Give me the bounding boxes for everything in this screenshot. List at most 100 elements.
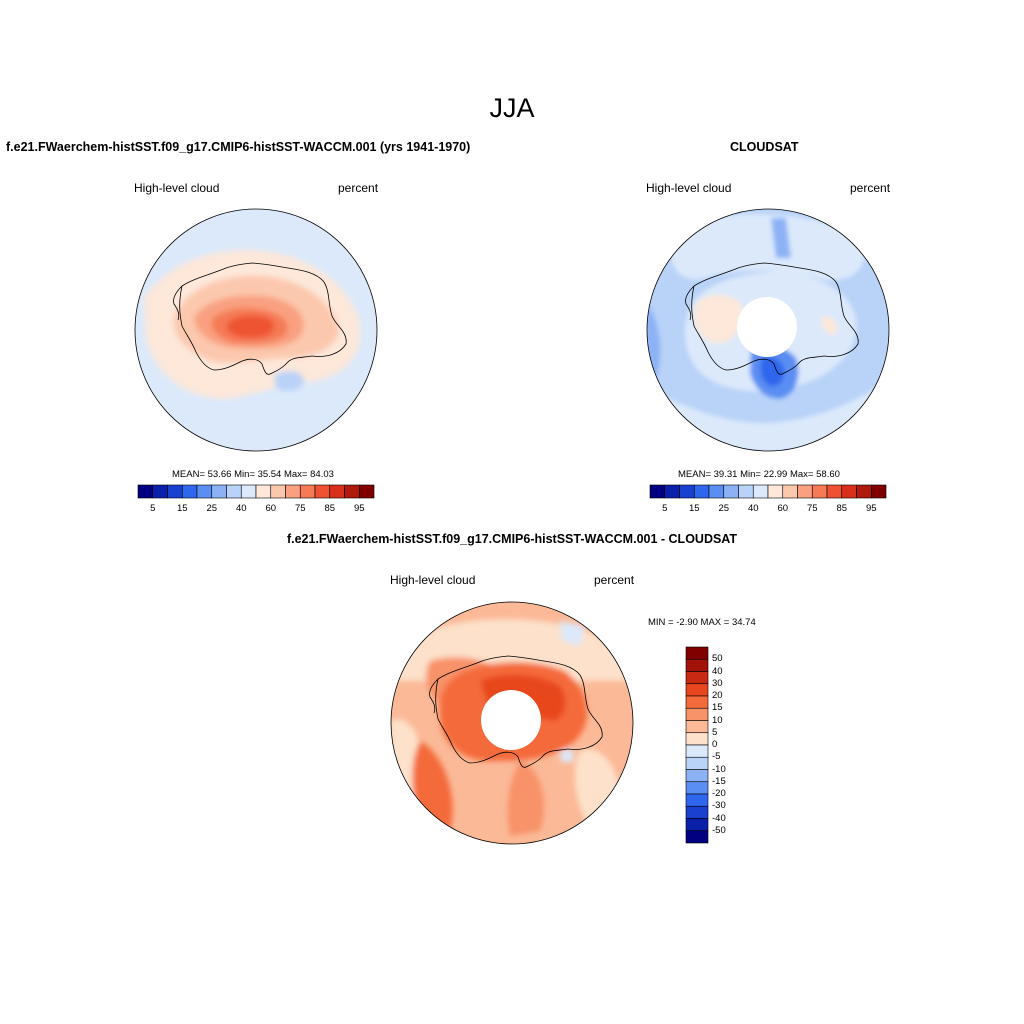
colorbar-swatch xyxy=(685,818,709,832)
obs-min-value: 22.99 xyxy=(763,469,788,480)
diff-map-boundary xyxy=(390,601,634,845)
colorbar-tick-label: 40 xyxy=(747,503,759,514)
colorbar-tick-label: 40 xyxy=(235,503,247,514)
figure-title: JJA xyxy=(489,93,535,123)
colorbar-tick-label: 15 xyxy=(712,702,723,714)
diff-colorbar xyxy=(685,646,709,844)
colorbar-swatch xyxy=(685,732,709,746)
colorbar-swatch xyxy=(685,658,709,672)
colorbar-swatch xyxy=(270,484,286,499)
obs-map-boundary xyxy=(646,208,890,452)
model-variable-label: High-level cloud xyxy=(134,181,220,195)
colorbar-swatch xyxy=(693,484,710,499)
colorbar-tick-label: 0 xyxy=(712,739,718,750)
colorbar-tick-label: 30 xyxy=(712,677,723,689)
colorbar-tick-label: 40 xyxy=(712,665,723,677)
colorbar-tick-label: 75 xyxy=(294,503,306,514)
colorbar-tick-label: 95 xyxy=(353,503,365,514)
obs-colorbar xyxy=(649,484,887,499)
colorbar-swatch xyxy=(167,484,183,499)
obs-mean-label: MEAN= xyxy=(678,469,711,480)
model-colorbar xyxy=(137,484,375,499)
diff-panel-title: f.e21.FWaerchem-histSST.f09_g17.CMIP6-hi… xyxy=(286,532,738,546)
diff-stats: MIN = -2.90 MAX = 34.74 xyxy=(648,617,756,628)
colorbar-tick-label: 20 xyxy=(712,690,723,701)
obs-polar-map xyxy=(646,208,890,452)
colorbar-swatch xyxy=(685,781,709,795)
diff-max-value: 34.74 xyxy=(731,617,756,628)
colorbar-swatch xyxy=(358,484,375,499)
colorbar-swatch xyxy=(181,484,198,499)
diff-max-label: MAX = xyxy=(700,617,730,628)
colorbar-swatch xyxy=(685,646,709,660)
model-polar-map xyxy=(134,208,378,452)
colorbar-swatch xyxy=(329,484,345,499)
colorbar-swatch xyxy=(137,484,154,499)
colorbar-swatch xyxy=(255,484,272,499)
model-min-label: Min= xyxy=(234,469,255,480)
colorbar-swatch xyxy=(752,484,769,499)
colorbar-swatch xyxy=(826,484,843,499)
model-map-boundary xyxy=(134,208,378,452)
colorbar-tick-label: 85 xyxy=(836,503,848,514)
obs-max-label: Max= xyxy=(789,469,814,480)
diff-missing-data-hole xyxy=(481,690,541,750)
colorbar-tick-label: 15 xyxy=(688,503,700,514)
obs-field xyxy=(647,209,889,451)
colorbar-tick-label: 95 xyxy=(865,503,877,514)
colorbar-tick-label: 60 xyxy=(777,503,789,514)
colorbar-tick-label: -15 xyxy=(712,775,726,787)
colorbar-swatch xyxy=(685,744,709,758)
obs-stats: MEAN= 39.31 Min= 22.99 Max= 58.60 xyxy=(678,469,840,480)
colorbar-swatch xyxy=(685,695,709,709)
colorbar-swatch xyxy=(685,683,709,697)
colorbar-swatch xyxy=(152,484,168,499)
model-max-value: 84.03 xyxy=(310,469,334,480)
colorbar-tick-label: -10 xyxy=(712,763,726,775)
colorbar-swatch xyxy=(211,484,227,499)
colorbar-swatch xyxy=(685,756,709,770)
diff-variable-label: High-level cloud xyxy=(390,573,476,587)
colorbar-tick-label: -50 xyxy=(712,824,726,836)
colorbar-tick-label: 10 xyxy=(712,714,723,726)
model-panel-title: f.e21.FWaerchem-histSST.f09_g17.CMIP6-hi… xyxy=(6,140,471,154)
diff-field xyxy=(391,602,633,844)
model-mean-label: MEAN= xyxy=(172,469,205,480)
model-continent-outline xyxy=(179,262,347,375)
colorbar-tick-label: 60 xyxy=(265,503,277,514)
colorbar-tick-label: 25 xyxy=(206,503,218,514)
colorbar-swatch xyxy=(285,484,301,499)
colorbar-tick-label: -40 xyxy=(712,812,726,824)
colorbar-swatch xyxy=(196,484,213,499)
diff-min-label: MIN = xyxy=(648,617,674,628)
colorbar-tick-label: -5 xyxy=(712,751,721,763)
diff-continent-outline xyxy=(435,655,603,768)
colorbar-swatch xyxy=(664,484,680,499)
colorbar-swatch xyxy=(856,484,872,499)
colorbar-swatch xyxy=(767,484,784,499)
diff-units-label: percent xyxy=(594,573,635,587)
colorbar-swatch xyxy=(685,805,709,819)
colorbar-swatch xyxy=(649,484,666,499)
obs-panel-title: CLOUDSAT xyxy=(730,140,799,154)
colorbar-swatch xyxy=(226,484,242,499)
diff-min-value: -2.90 xyxy=(676,617,698,628)
colorbar-swatch xyxy=(685,671,709,685)
colorbar-tick-label: -20 xyxy=(712,788,726,799)
colorbar-tick-label: -30 xyxy=(712,800,726,812)
model-units-label: percent xyxy=(338,181,379,195)
colorbar-swatch xyxy=(685,707,709,721)
model-mean-value: 53.66 xyxy=(207,469,232,480)
colorbar-tick-label: 5 xyxy=(712,726,718,738)
model-max-label: Max= xyxy=(283,469,308,480)
colorbar-swatch xyxy=(797,484,813,499)
colorbar-swatch xyxy=(679,484,695,499)
colorbar-swatch xyxy=(314,484,331,499)
colorbar-swatch xyxy=(299,484,316,499)
colorbar-swatch xyxy=(685,769,709,783)
colorbar-tick-label: 50 xyxy=(712,653,723,665)
diff-polar-map xyxy=(390,601,634,845)
colorbar-tick-label: 75 xyxy=(806,503,818,514)
obs-continent-outline xyxy=(691,262,859,375)
colorbar-swatch xyxy=(782,484,798,499)
